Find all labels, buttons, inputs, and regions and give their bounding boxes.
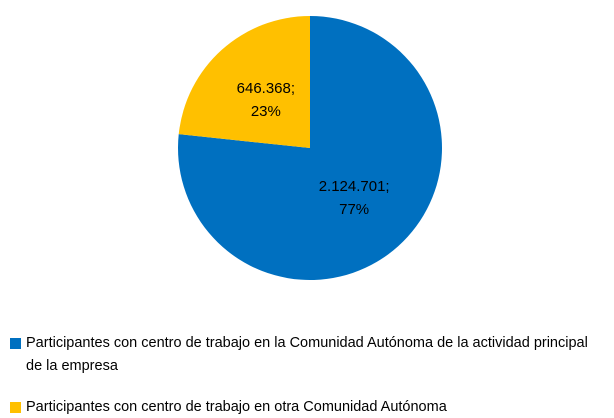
pie-slice xyxy=(178,16,310,148)
legend-item: Participantes con centro de trabajo en l… xyxy=(10,332,606,378)
legend-swatch xyxy=(10,338,21,349)
legend-label: Participantes con centro de trabajo en o… xyxy=(26,399,447,415)
legend-item: Participantes con centro de trabajo en o… xyxy=(10,396,606,418)
percent-label: 23% xyxy=(251,103,281,120)
value-label: 2.124.701; xyxy=(319,178,390,195)
legend-label: Participantes con centro de trabajo en l… xyxy=(26,335,588,374)
legend-swatch xyxy=(10,402,21,413)
percent-label: 77% xyxy=(339,201,369,218)
value-label: 646.368; xyxy=(237,80,295,97)
pie-area: 2.124.701; 77% 646.368; 23% xyxy=(177,16,442,280)
legend: Participantes con centro de trabajo en l… xyxy=(10,332,606,418)
